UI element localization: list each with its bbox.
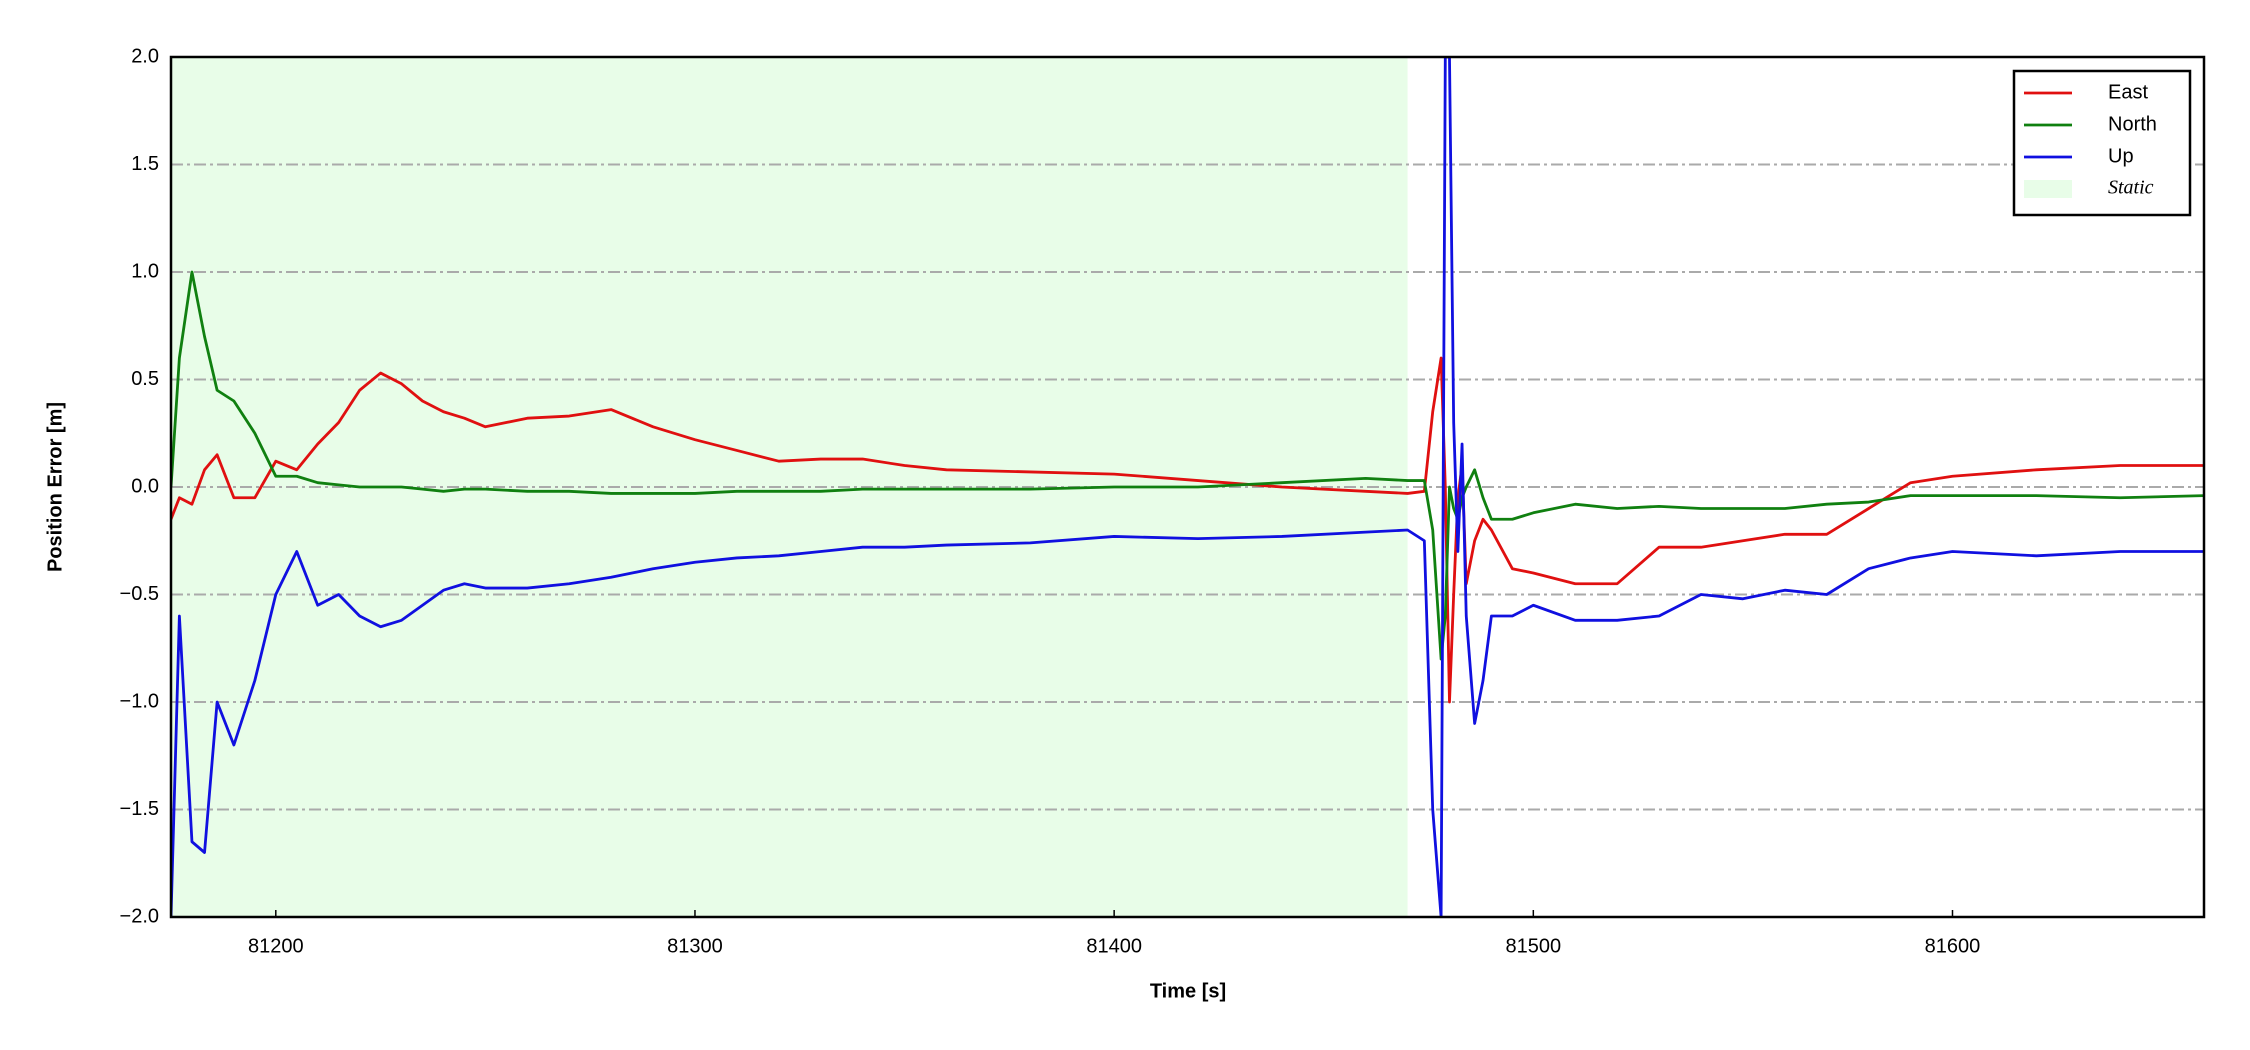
data-line xyxy=(171,57,2204,917)
plot-lines xyxy=(171,57,2204,917)
y-tick-label: 1.0 xyxy=(131,260,159,282)
y-tick-label: 1.5 xyxy=(131,153,159,175)
data-line xyxy=(171,270,2204,661)
x-tick-label: 81500 xyxy=(1506,935,1562,957)
legend-label: East xyxy=(2108,81,2148,103)
x-tick-label: 81200 xyxy=(248,935,304,957)
y-tick-label: 2.0 xyxy=(131,45,159,67)
data-line xyxy=(171,356,2204,704)
y-tick-label: −1.5 xyxy=(120,798,159,820)
y-tick-label: 0.5 xyxy=(131,368,159,390)
x-axis-label: Time [s] xyxy=(1150,980,1226,1002)
x-tick-label: 81400 xyxy=(1086,935,1142,957)
y-tick-label: −1.0 xyxy=(120,690,159,712)
y-tick-label: 0.0 xyxy=(131,475,159,497)
legend-label: Static xyxy=(2108,177,2154,199)
legend-label: North xyxy=(2108,113,2157,135)
x-tick-label: 81300 xyxy=(667,935,723,957)
x-tick-label: 81600 xyxy=(1925,935,1981,957)
y-axis-label: Position Error [m] xyxy=(44,402,66,572)
y-tick-label: −2.0 xyxy=(120,905,159,927)
legend-label: Up xyxy=(2108,145,2134,167)
legend-swatch xyxy=(2024,180,2072,198)
y-tick-label: −0.5 xyxy=(120,583,159,605)
plot-frame xyxy=(169,55,2206,919)
